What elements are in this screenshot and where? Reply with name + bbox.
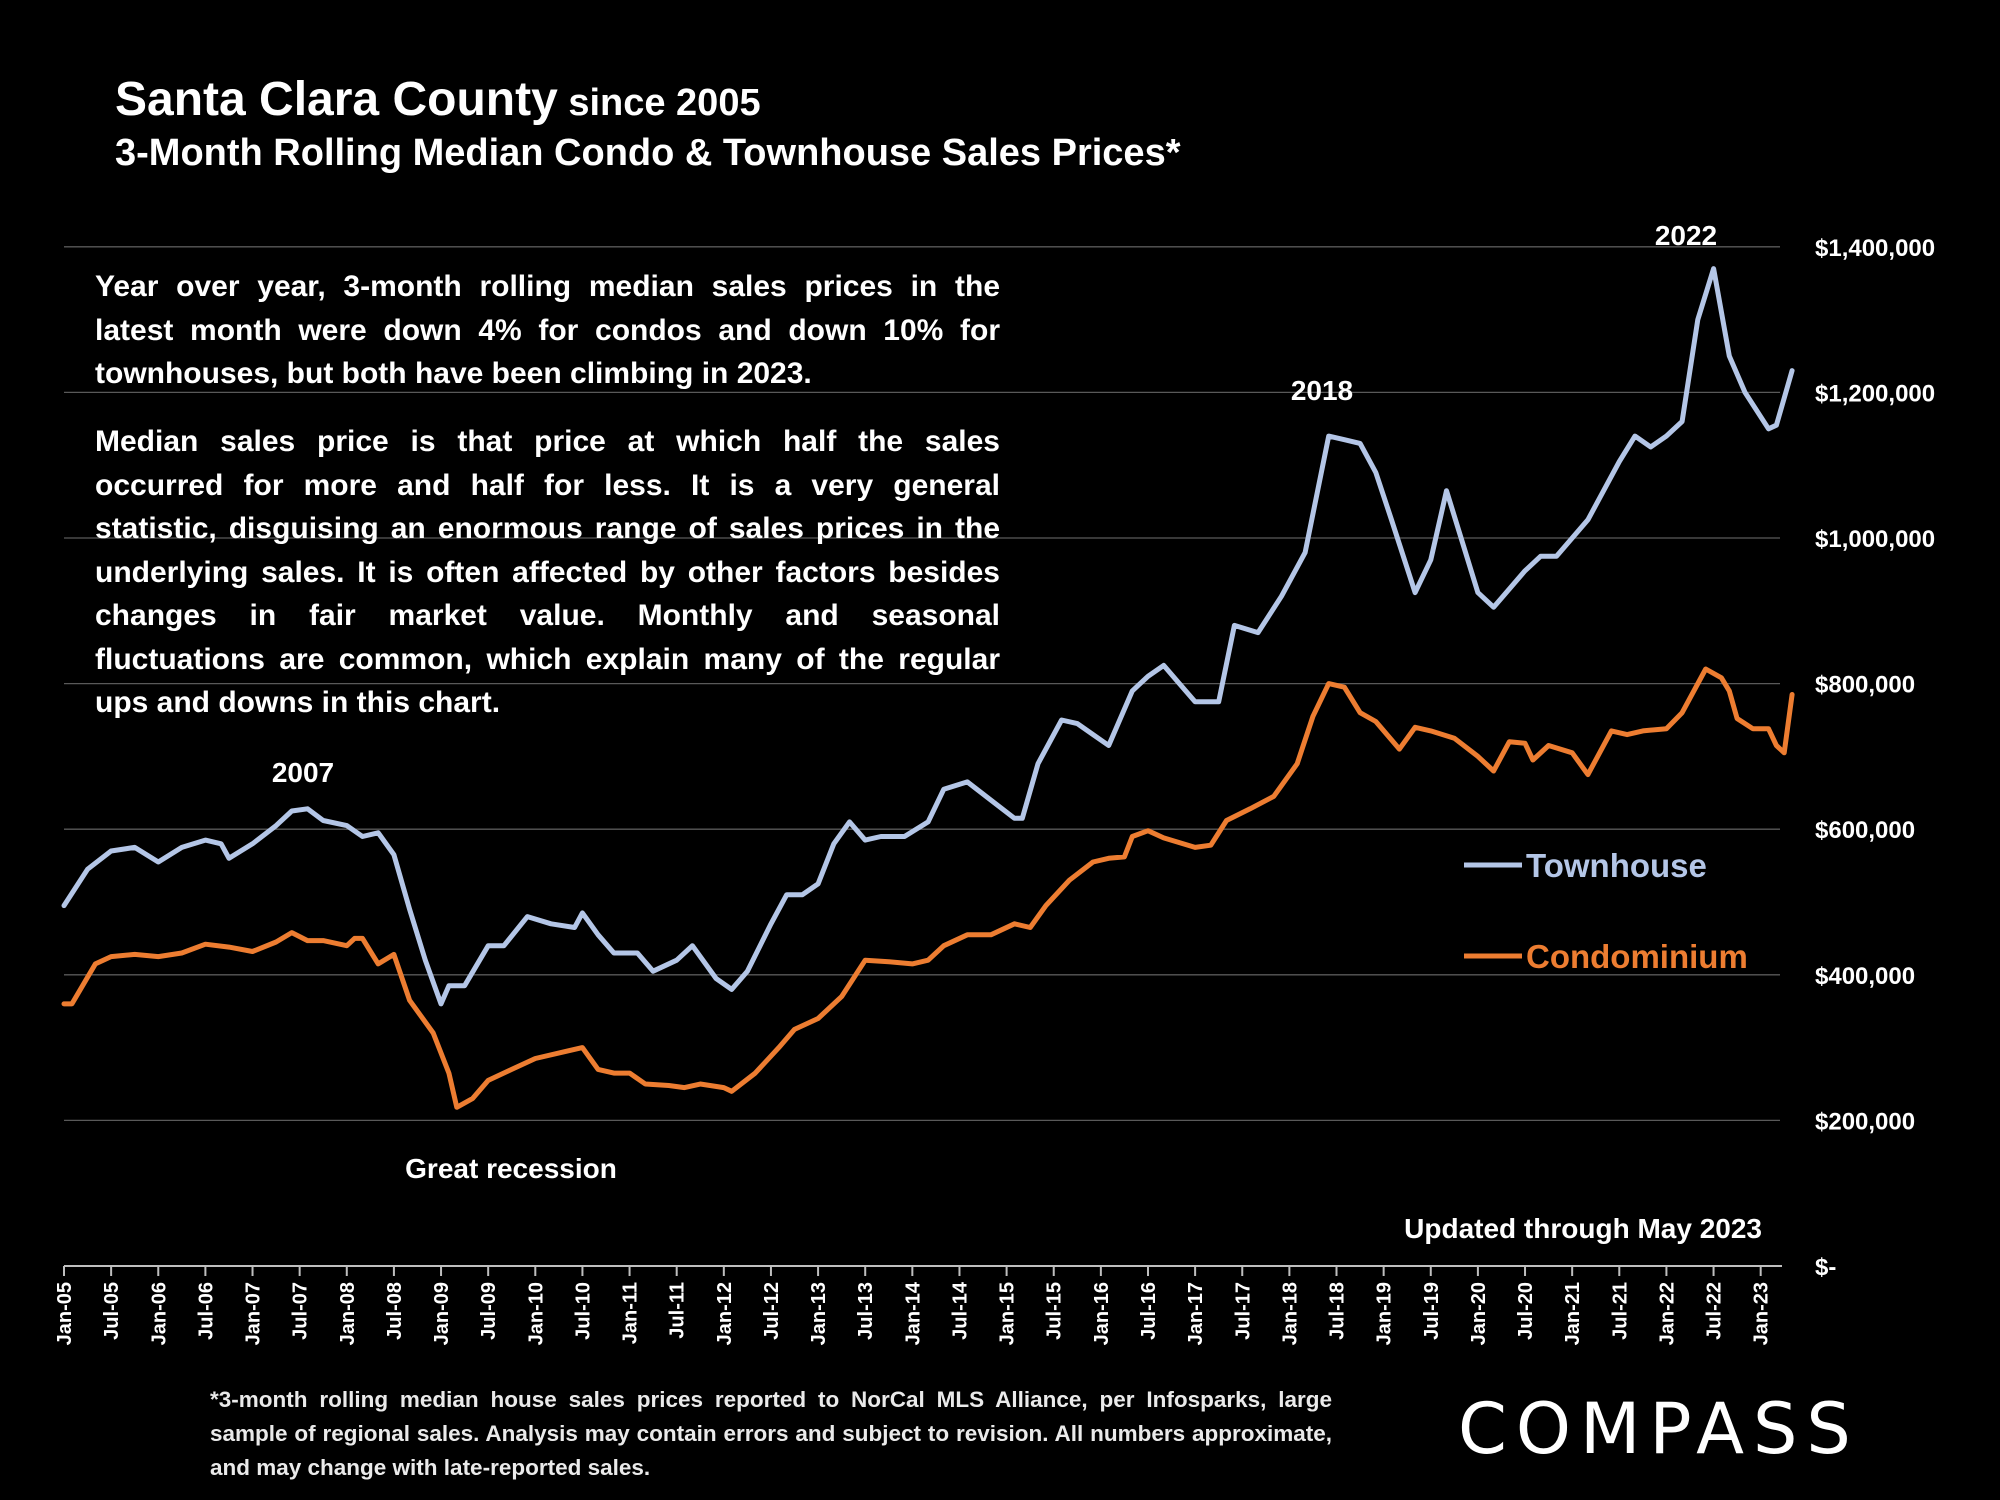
x-tick-label: Jul-18: [1327, 1282, 1349, 1340]
x-tick-label: Jan-05: [54, 1282, 76, 1345]
annotation-2007: 2007: [272, 757, 334, 788]
x-tick-label: Jul-21: [1609, 1282, 1631, 1340]
x-tick-label: Jul-08: [384, 1282, 406, 1340]
title-since: since 2005: [557, 82, 761, 124]
x-tick-label: Jul-14: [949, 1281, 971, 1340]
legend-townhouse-label: Townhouse: [1526, 847, 1707, 884]
x-tick-label: Jan-18: [1279, 1282, 1301, 1345]
annotation-2018: 2018: [1291, 375, 1353, 406]
annotation-2022: 2022: [1655, 220, 1717, 251]
annotation-great-recession: Great recession: [405, 1153, 617, 1184]
x-tick-label: Jul-22: [1704, 1282, 1726, 1340]
x-tick-label: Jul-17: [1232, 1282, 1254, 1340]
x-tick-label: Jan-17: [1185, 1282, 1207, 1345]
series-line-condominium: [61, 666, 1795, 1110]
x-tick-label: Jan-09: [431, 1282, 453, 1345]
x-tick-label: Jul-20: [1515, 1282, 1537, 1340]
commentary-paragraph-median: Median sales price is that price at whic…: [95, 425, 1000, 719]
y-tick-label: $1,400,000: [1815, 235, 1935, 262]
x-tick-label: Jul-05: [101, 1282, 123, 1340]
x-tick-label: Jul-16: [1138, 1282, 1160, 1340]
x-tick-label: Jul-10: [572, 1282, 594, 1340]
footnote: *3-month rolling median house sales pric…: [210, 1387, 1332, 1480]
x-tick-label: Jan-22: [1656, 1282, 1678, 1345]
x-tick-label: Jan-07: [243, 1282, 265, 1345]
x-tick-label: Jan-08: [337, 1282, 359, 1345]
updated-through-label: Updated through May 2023: [1404, 1213, 1762, 1244]
x-tick-label: Jan-19: [1374, 1282, 1396, 1345]
x-tick-label: Jan-16: [1091, 1282, 1113, 1345]
x-tick-label: Jan-21: [1562, 1282, 1584, 1345]
x-tick-label: Jul-07: [290, 1282, 312, 1340]
commentary-paragraph-yoy: Year over year, 3-month rolling median s…: [95, 270, 1000, 390]
x-tick-label: Jul-15: [1044, 1282, 1066, 1340]
x-tick-label: Jul-11: [667, 1282, 689, 1339]
x-tick-label: Jan-13: [808, 1282, 830, 1345]
chart-title: Santa Clara County since 2005: [115, 72, 761, 131]
x-tick-label: Jan-15: [997, 1282, 1019, 1345]
x-tick-label: Jul-09: [478, 1282, 500, 1340]
x-tick-label: Jan-20: [1468, 1282, 1490, 1345]
y-tick-label: $200,000: [1815, 1108, 1915, 1135]
chart-subtitle: 3-Month Rolling Median Condo & Townhouse…: [115, 132, 1181, 174]
x-tick-label: Jul-06: [195, 1282, 217, 1340]
y-tick-label: $800,000: [1815, 672, 1915, 699]
x-tick-label: Jan-12: [714, 1282, 736, 1345]
x-tick-label: Jul-19: [1421, 1282, 1443, 1340]
y-tick-label: $-: [1815, 1254, 1836, 1281]
series-line-townhouse: [61, 266, 1795, 1007]
title-main: Santa Clara County: [115, 73, 558, 126]
y-tick-label: $600,000: [1815, 817, 1915, 844]
x-tick-label: Jan-10: [525, 1282, 547, 1345]
x-tick-label: Jan-14: [902, 1281, 924, 1345]
x-tick-label: Jan-23: [1751, 1282, 1773, 1345]
x-tick-label: Jan-11: [620, 1282, 642, 1344]
y-tick-label: $1,000,000: [1815, 526, 1935, 553]
compass-logo: COMPASS: [1458, 1388, 1860, 1470]
legend-condominium-label: Condominium: [1526, 938, 1748, 975]
y-tick-label: $1,200,000: [1815, 380, 1935, 407]
x-tick-label: Jan-06: [148, 1282, 170, 1345]
x-tick-label: Jul-13: [855, 1282, 877, 1340]
x-tick-label: Jul-12: [761, 1282, 783, 1340]
y-tick-label: $400,000: [1815, 963, 1915, 990]
